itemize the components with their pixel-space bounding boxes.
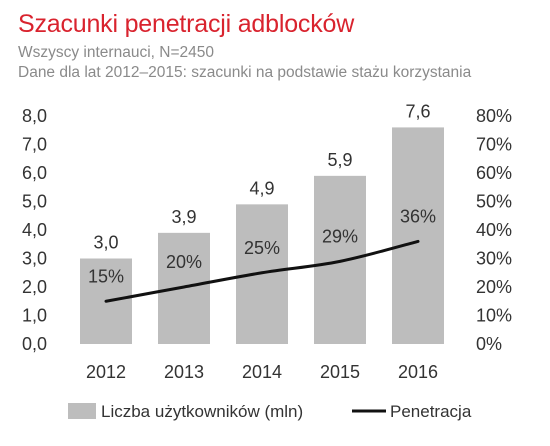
- left-axis-tick-label: 1,0: [22, 306, 47, 326]
- penetration-line: [104, 239, 420, 303]
- x-axis-tick-label: 2012: [86, 362, 126, 382]
- right-axis-tick-label: 50%: [476, 192, 512, 212]
- bar-value-label: 7,6: [405, 101, 430, 121]
- x-axis-tick-label: 2015: [320, 362, 360, 382]
- legend-line-label: Penetracja: [390, 402, 472, 421]
- left-axis-tick-label: 4,0: [22, 220, 47, 240]
- line-value-label: 25%: [244, 238, 280, 258]
- right-axis-tick-label: 10%: [476, 306, 512, 326]
- left-axis-tick-label: 0,0: [22, 334, 47, 354]
- bar-value-label: 3,9: [171, 207, 196, 227]
- left-axis: 0,0 1,0 2,0 3,0 4,0 5,0 6,0 7,0 8,0: [22, 106, 47, 354]
- line-value-label: 20%: [166, 252, 202, 272]
- x-axis-tick-label: 2014: [242, 362, 282, 382]
- bar-value-label: 3,0: [93, 233, 118, 253]
- right-axis-tick-label: 0%: [476, 334, 502, 354]
- chart-subtitle-note: Dane dla lat 2012–2015: szacunki na pods…: [18, 64, 472, 81]
- right-axis-tick-label: 20%: [476, 277, 512, 297]
- legend-bar-label: Liczba użytkowników (mln): [101, 402, 303, 421]
- line-value-label: 15%: [88, 266, 124, 286]
- left-axis-tick-label: 3,0: [22, 249, 47, 269]
- left-axis-tick-label: 8,0: [22, 106, 47, 126]
- right-axis: 0% 10% 20% 30% 40% 50% 60% 70% 80%: [476, 106, 512, 354]
- left-axis-tick-label: 6,0: [22, 163, 47, 183]
- line-value-label: 29%: [322, 226, 358, 246]
- x-axis: 2012 2013 2014 2015 2016: [86, 362, 438, 382]
- bar-data-labels: 3,0 3,9 4,9 5,9 7,6: [93, 101, 430, 252]
- bar-value-label: 4,9: [249, 178, 274, 198]
- line-value-label: 36%: [400, 206, 436, 226]
- x-axis-tick-label: 2013: [164, 362, 204, 382]
- bar: [392, 127, 444, 345]
- left-axis-tick-label: 2,0: [22, 277, 47, 297]
- x-axis-tick-label: 2016: [398, 362, 438, 382]
- chart-title: Szacunki penetracji adblocków: [18, 10, 355, 38]
- bar-series: [80, 127, 444, 345]
- line-data-labels: 15% 20% 25% 29% 36%: [88, 206, 436, 286]
- right-axis-tick-label: 60%: [476, 163, 512, 183]
- right-axis-tick-label: 30%: [476, 249, 512, 269]
- line-series: [104, 239, 420, 303]
- legend: Liczba użytkowników (mln) Penetracja: [68, 402, 472, 421]
- right-axis-tick-label: 40%: [476, 220, 512, 240]
- right-axis-tick-label: 70%: [476, 135, 512, 155]
- legend-bar-swatch: [68, 403, 96, 419]
- bar-value-label: 5,9: [327, 150, 352, 170]
- left-axis-tick-label: 5,0: [22, 192, 47, 212]
- chart-subtitle-sample: Wszyscy internauci, N=2450: [18, 44, 214, 61]
- left-axis-tick-label: 7,0: [22, 135, 47, 155]
- right-axis-tick-label: 80%: [476, 106, 512, 126]
